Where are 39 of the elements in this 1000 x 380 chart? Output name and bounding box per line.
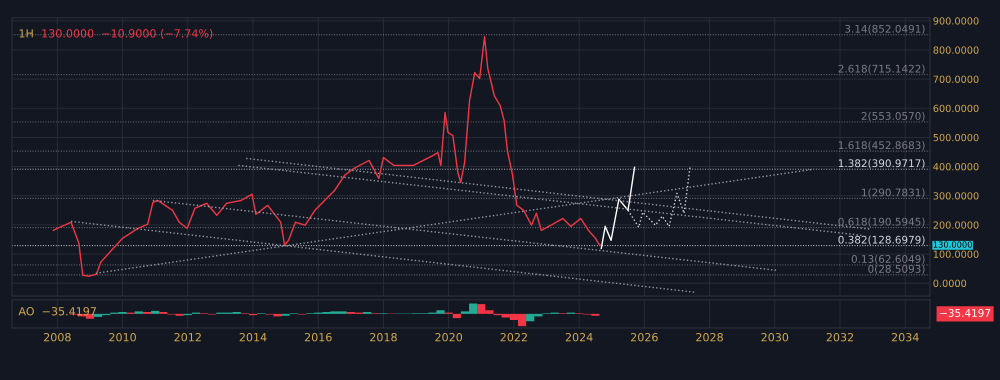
x-tick-label: 2030: [761, 332, 788, 342]
ref-line-label: 1(290.7831): [862, 188, 925, 198]
y-tick-label: 0.0000: [933, 280, 966, 288]
y-tick-label: 300.0000: [934, 192, 979, 200]
x-tick-label: 2012: [174, 332, 201, 342]
x-tick-label: 2034: [892, 332, 919, 342]
ref-line-label: 0.382(128.6979): [838, 236, 925, 245]
text: 1H: [20, 29, 33, 38]
y-tick-label: 500.0000: [934, 134, 979, 142]
ref-line-label: 2(553.0570): [862, 112, 925, 122]
ref-line-label: 0(28.5093): [868, 264, 925, 274]
x-tick-label: 2014: [240, 332, 267, 342]
x-tick-label: 2028: [696, 332, 723, 342]
x-tick-label: 2016: [304, 332, 332, 342]
ref-line-label: 0.618(190.5945): [838, 218, 925, 227]
y-tick-label: 900.0000: [933, 17, 979, 25]
y-tick-label: 800.0000: [933, 46, 979, 54]
y-tick-label: 200.0000: [933, 221, 979, 229]
x-tick-label: 2010: [109, 332, 136, 342]
x-tick-label: 2032: [826, 332, 854, 342]
y-tick-label: 100.0000: [934, 250, 979, 258]
text: 130.0000 −10.9000 (−7.74%): [42, 29, 212, 39]
y-tick-label: 700.0000: [934, 76, 979, 83]
ref-line-label: 1.618(452.8683): [838, 141, 925, 150]
ref-line-label: 2.618(715.1422): [838, 64, 925, 74]
x-tick-label: 2020: [435, 332, 462, 342]
ref-line-label: 0.13(62.6049): [852, 254, 925, 264]
y-tick-label: 400.0000: [933, 163, 979, 170]
y-tick-label: 600.0000: [933, 104, 979, 112]
x-tick-label: 2008: [44, 332, 71, 342]
x-tick-label: 2024: [566, 332, 593, 342]
ref-line-label: 1.382(390.9717): [838, 159, 925, 168]
x-tick-label: 2022: [500, 332, 527, 342]
chart-title: AO −35.4197: [18, 307, 96, 316]
ref-line-label: 3.14(852.0491): [845, 24, 925, 34]
text: 130.0000: [934, 241, 972, 248]
x-tick-label: 2018: [370, 332, 397, 342]
x-tick-label: 2026: [631, 332, 658, 342]
text: −35.4197: [940, 309, 990, 317]
